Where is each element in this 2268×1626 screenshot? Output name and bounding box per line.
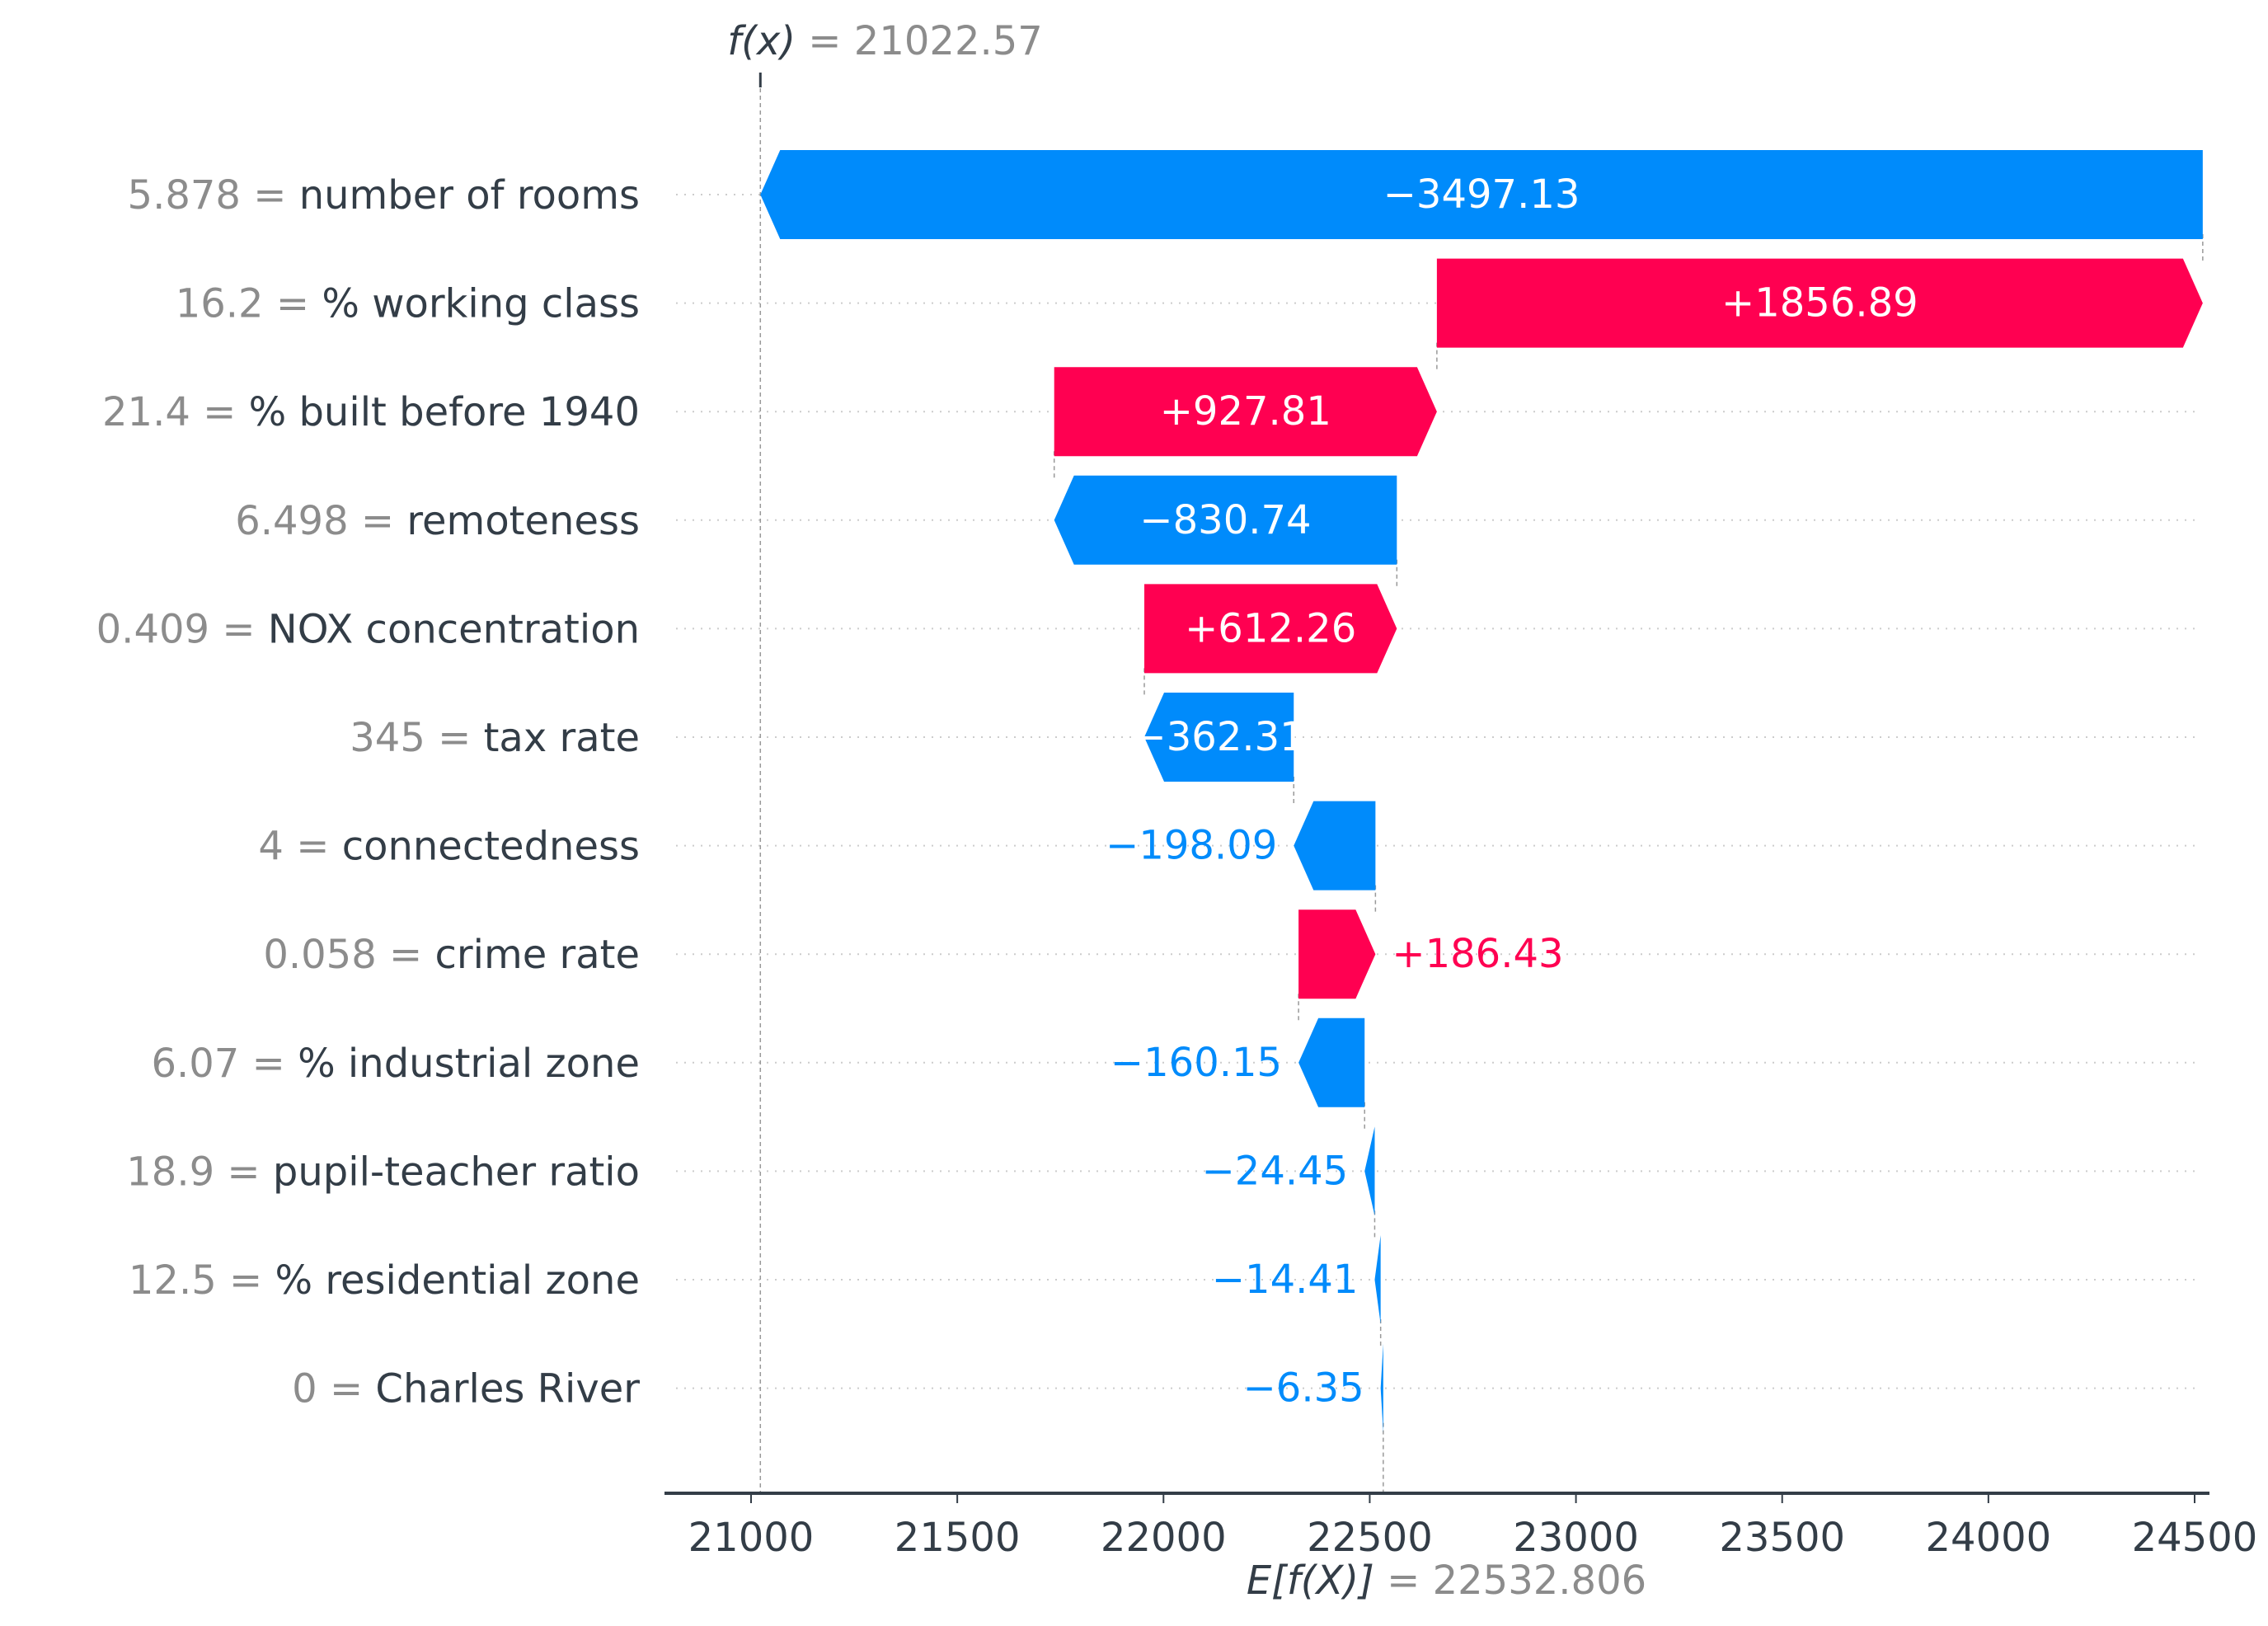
waterfall-bar — [1364, 1126, 1375, 1216]
bar-value-label: −24.45 — [1202, 1148, 1349, 1194]
feature-name: pupil-teacher ratio — [273, 1149, 640, 1195]
annotations: f(x) = 21022.57 E[f(X)] = 22532.806 — [727, 18, 1646, 1604]
feature-label: 16.2 = % working class — [176, 281, 640, 327]
feature-value: 0 = — [292, 1366, 375, 1412]
waterfall-bar — [1298, 909, 1376, 999]
feature-name: % residential zone — [275, 1257, 640, 1304]
x-tick-label: 22000 — [1101, 1515, 1227, 1561]
x-axis: 21000 21500 22000 22500 23000 23500 24000 24500 — [664, 1492, 2258, 1561]
guide-lines — [759, 81, 2204, 1493]
feature-label: 21.4 = % built before 1940 — [102, 389, 640, 435]
feature-label: 0 = Charles River — [292, 1366, 640, 1412]
ex-value: = 22532.806 — [1374, 1558, 1646, 1604]
feature-label: 0.409 = NOX concentration — [96, 606, 640, 652]
fx-value: = 21022.57 — [796, 18, 1043, 64]
x-tick-label: 21500 — [895, 1515, 1021, 1561]
feature-label: 18.9 = pupil-teacher ratio — [126, 1149, 640, 1195]
feature-name: connectedness — [342, 824, 640, 870]
waterfall-bar — [1374, 1235, 1381, 1324]
bar-value-label: +186.43 — [1392, 931, 1563, 977]
feature-name: crime rate — [434, 932, 640, 978]
feature-value: 0.058 = — [263, 932, 434, 978]
feature-value: 345 = — [350, 715, 483, 761]
x-tick-label: 21000 — [688, 1515, 815, 1561]
feature-name: NOX concentration — [268, 606, 640, 652]
waterfall-bar — [1054, 475, 1397, 565]
bar-value-label: −830.74 — [1139, 497, 1311, 543]
row-gridlines — [676, 194, 2201, 1389]
bar-value-label: −198.09 — [1106, 823, 1277, 869]
feature-label: 0.058 = crime rate — [263, 932, 640, 978]
feature-value: 18.9 = — [126, 1149, 273, 1195]
feature-label: 345 = tax rate — [350, 715, 640, 761]
waterfall-bar — [1436, 258, 2203, 348]
feature-value: 6.498 = — [235, 498, 406, 544]
feature-value: 4 = — [258, 824, 341, 870]
x-tick-label: 24000 — [1926, 1515, 2052, 1561]
feature-name: remoteness — [406, 498, 640, 544]
feature-labels: 5.878 = number of rooms 16.2 = % working … — [96, 172, 641, 1412]
feature-value: 16.2 = — [176, 281, 322, 327]
waterfall-bar — [1144, 693, 1294, 782]
feature-label: 6.498 = remoteness — [235, 498, 640, 544]
bar-value-label: −362.31 — [1134, 714, 1305, 760]
feature-value: 5.878 = — [128, 172, 299, 219]
feature-label: 6.07 = % industrial zone — [151, 1041, 640, 1087]
feature-name: % industrial zone — [298, 1041, 640, 1087]
feature-label: 12.5 = % residential zone — [129, 1257, 640, 1304]
waterfall-bar — [1298, 1017, 1365, 1107]
x-tick-label: 24500 — [2132, 1515, 2258, 1561]
x-tick-label: 23000 — [1513, 1515, 1639, 1561]
bars: −3497.13 +1856.89 +927.81 −830.74 +612.26 −36… — [760, 150, 2203, 1433]
bar-value-label: +612.26 — [1185, 605, 1356, 651]
bar-value-label: +1856.89 — [1721, 280, 1918, 327]
feature-label: 5.878 = number of rooms — [128, 172, 640, 219]
feature-value: 12.5 = — [129, 1257, 275, 1304]
ex-label: E[f(X)] — [1247, 1558, 1374, 1604]
fx-label: f(x) — [727, 18, 796, 64]
feature-value: 21.4 = — [102, 389, 249, 435]
feature-name: % built before 1940 — [249, 389, 640, 435]
bar-value-label: −3497.13 — [1383, 172, 1580, 218]
ex-annotation: E[f(X)] = 22532.806 — [1247, 1558, 1646, 1604]
bar-value-label: +927.81 — [1160, 388, 1331, 435]
feature-value: 0.409 = — [96, 606, 268, 652]
feature-name: number of rooms — [299, 172, 640, 219]
bar-value-label: −160.15 — [1111, 1040, 1282, 1086]
feature-name: Charles River — [375, 1366, 640, 1412]
waterfall-bar — [760, 150, 2203, 239]
waterfall-bar — [1380, 1343, 1383, 1433]
feature-name: % working class — [322, 281, 640, 327]
fx-annotation: f(x) = 21022.57 — [727, 18, 1043, 64]
feature-label: 4 = connectedness — [258, 824, 640, 870]
waterfall-bar — [1054, 367, 1437, 457]
x-tick-label: 23500 — [1719, 1515, 1845, 1561]
bar-value-label: −14.41 — [1212, 1257, 1359, 1303]
feature-value: 6.07 = — [151, 1041, 298, 1087]
waterfall-bar — [1294, 801, 1376, 891]
waterfall-bar — [1144, 584, 1397, 674]
bar-value-label: −6.35 — [1243, 1365, 1364, 1412]
feature-name: tax rate — [484, 715, 640, 761]
x-tick-label: 22500 — [1307, 1515, 1433, 1561]
